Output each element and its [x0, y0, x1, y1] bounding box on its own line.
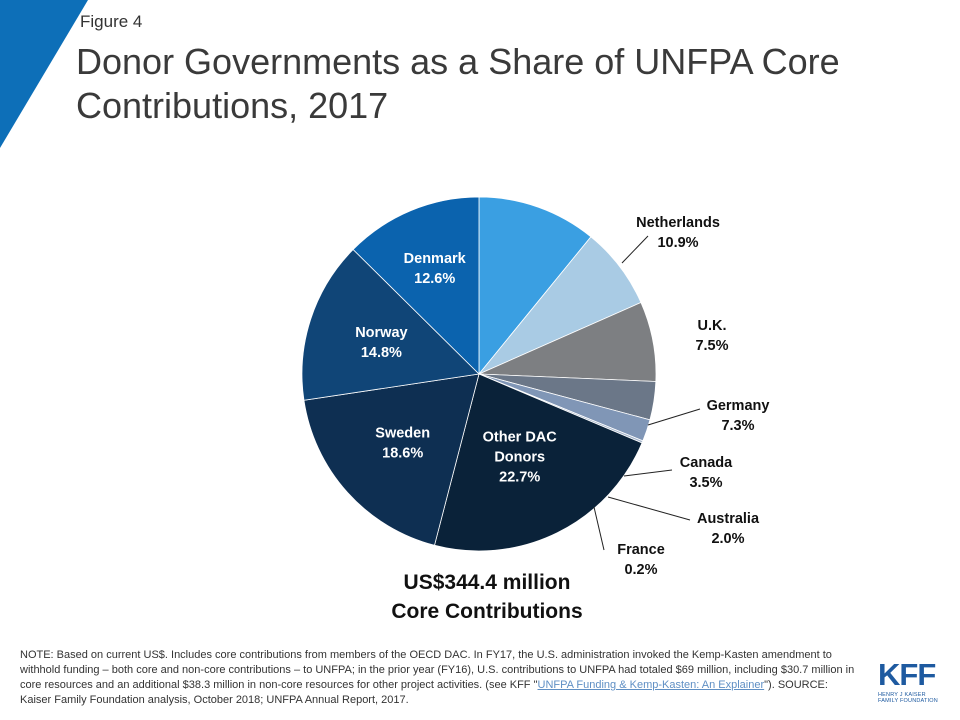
slice-label-norway: Norway [355, 325, 407, 341]
pie-slices [301, 196, 657, 552]
pie-slice-netherlands [478, 196, 592, 376]
slice-value-sweden: 18.6% [382, 446, 423, 462]
slice-value-france: 0.2% [624, 562, 657, 578]
slice-label-u-k: U.K. [698, 318, 727, 334]
kff-logo: KFF HENRY J KAISER FAMILY FOUNDATION [878, 657, 948, 704]
slice-value-netherlands: 10.9% [657, 235, 698, 251]
slice-label-australia: Australia [697, 511, 760, 527]
slice-label-other-dac-donors: Donors [494, 450, 545, 466]
leader-line-australia [607, 496, 691, 521]
logo-subtitle-line1: HENRY J KAISER [878, 692, 926, 698]
explainer-link[interactable]: UNFPA Funding & Kemp-Kasten: An Explaine… [537, 679, 765, 691]
total-caption: Core Contributions [391, 600, 583, 623]
pie-slice-other-dac-donors [434, 373, 643, 552]
pie-slice-norway [301, 248, 480, 401]
leader-line-canada [623, 469, 673, 477]
pie-slice-sweden [303, 373, 480, 546]
leader-line-germany [647, 408, 701, 426]
slice-label-sweden: Sweden [375, 426, 430, 442]
total-amount: US$344.4 million [403, 571, 571, 594]
leader-line-netherlands [621, 235, 649, 264]
logo-subtitle: HENRY J KAISER FAMILY FOUNDATION [878, 692, 948, 704]
leader-line-france [593, 506, 605, 551]
pie-chart: Netherlands 10.9% U.K. 7.5% Germany 7.3% Canad… [301, 196, 769, 578]
corner-accent-shape [0, 0, 88, 148]
footnote-text: NOTE: Based on current US$. Includes cor… [20, 649, 855, 691]
slice-label-other-dac-donors: Other DAC [483, 430, 558, 446]
corner-accent [0, 0, 88, 148]
leader-lines [593, 235, 701, 551]
slice-value-norway: 14.8% [361, 345, 402, 361]
total-contributions: US$344.4 million Core Contributions [330, 568, 644, 626]
footnote: NOTE: Based on current US$. Includes cor… [20, 648, 862, 708]
footnote-source: "). SOURCE: Kaiser Family Foundation ana… [20, 679, 828, 706]
slice-value-u-k: 7.5% [695, 338, 728, 354]
slice-label-denmark: Denmark [404, 251, 467, 267]
chart-title: Donor Governments as a Share of UNFPA Co… [76, 41, 840, 126]
figure-label: Figure 4 [80, 12, 143, 31]
slice-value-canada: 3.5% [689, 475, 722, 491]
pie-slice-denmark [352, 196, 480, 375]
slice-label-netherlands: Netherlands [636, 215, 720, 231]
slice-value-other-dac-donors: 22.7% [499, 470, 540, 486]
logo-subtitle-line2: FAMILY FOUNDATION [878, 698, 938, 704]
slice-label-canada: Canada [680, 455, 733, 471]
slice-value-denmark: 12.6% [414, 271, 455, 287]
slice-label-france: France [617, 542, 665, 558]
slice-labels: Netherlands 10.9% U.K. 7.5% Germany 7.3% Canad… [355, 215, 769, 578]
slice-label-germany: Germany [707, 398, 770, 414]
logo-mark: KFF [878, 657, 936, 692]
slice-value-australia: 2.0% [711, 531, 744, 547]
slice-value-germany: 7.3% [721, 418, 754, 434]
